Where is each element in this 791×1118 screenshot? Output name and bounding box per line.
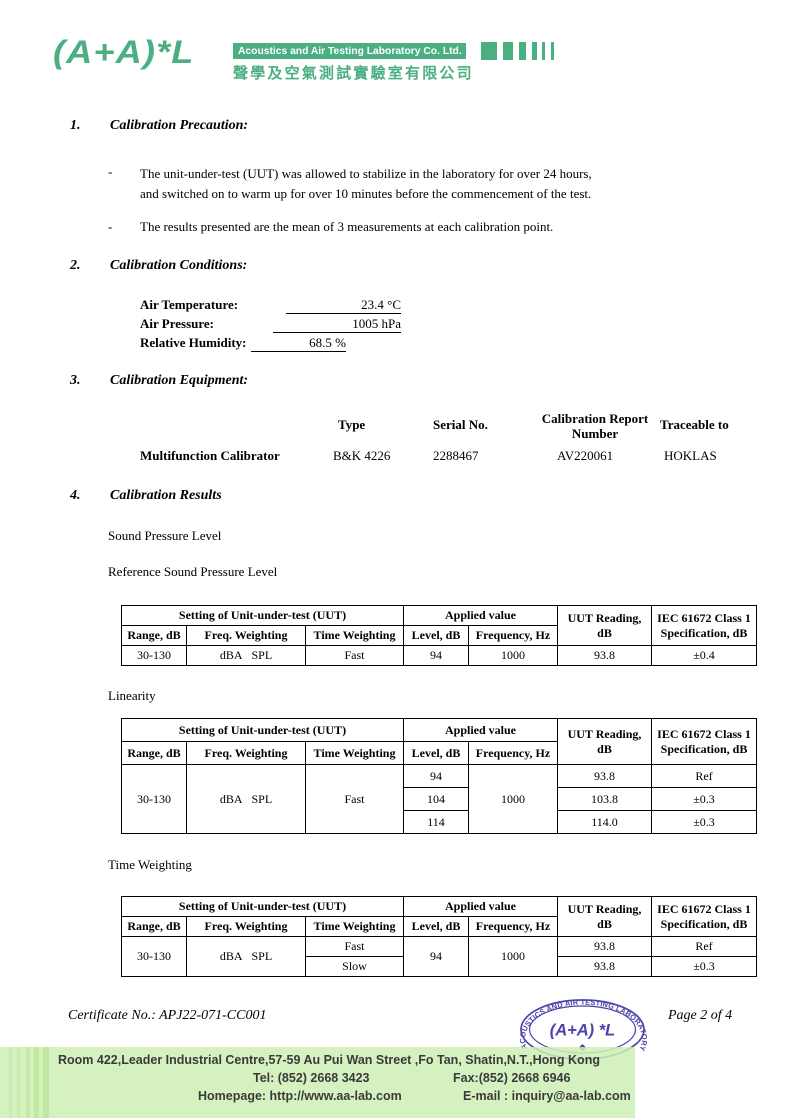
svg-text:ACOUSTICS AND AIR TESTING LABO: ACOUSTICS AND AIR TESTING LABORATORY CO …: [0, 0, 649, 1052]
svg-text:(A+A) *L: (A+A) *L: [550, 1022, 616, 1040]
